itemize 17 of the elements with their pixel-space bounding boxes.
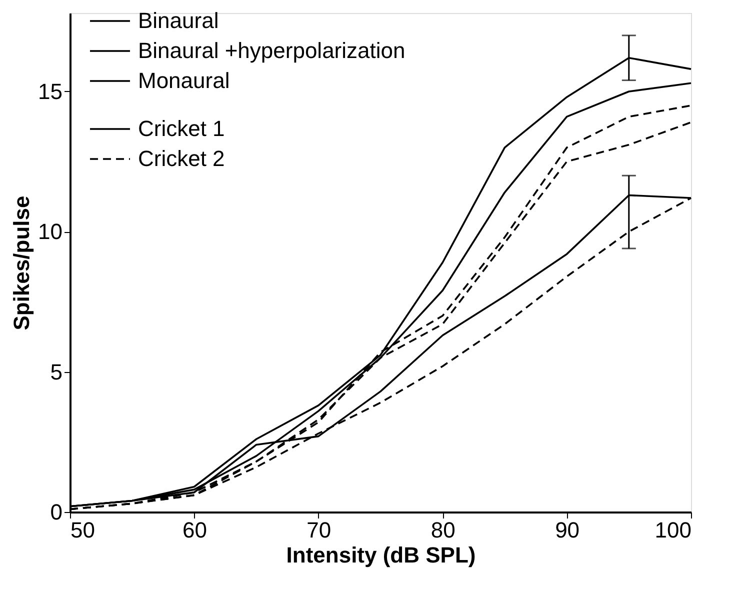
x-tick-label: 70 [306,518,332,542]
legend-label: Monaural [138,68,230,93]
x-tick-label: 50 [70,518,95,542]
x-tick-label: 90 [555,518,580,542]
x-axis-title: Intensity (dB SPL) [286,542,476,568]
x-tick-label: 80 [430,518,456,542]
x-tick-label: 100 [654,518,692,542]
y-tick-label: 10 [38,219,62,244]
annotation: Cricket 2 [138,146,225,171]
x-tick-label: 60 [182,518,207,542]
legend-label: Binaural +hyperpolarization [138,38,406,63]
annotation: Cricket 1 [138,116,225,141]
legend-label: Binaural [138,8,219,33]
y-axis-title: Spikes/pulse [9,196,34,330]
y-tick-label: 15 [38,78,62,104]
y-tick-label: 0 [50,500,62,524]
y-tick-label: 5 [50,359,62,384]
